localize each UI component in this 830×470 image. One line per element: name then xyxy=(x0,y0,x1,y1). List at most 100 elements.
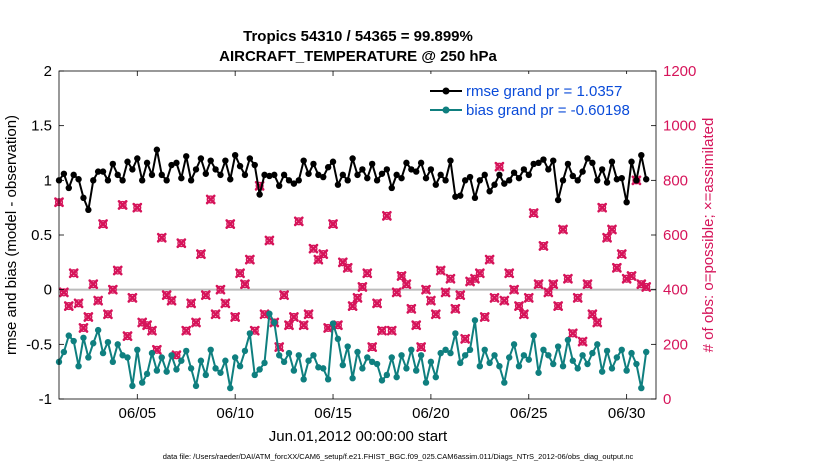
bias-data-point xyxy=(85,354,92,361)
bias-data-point xyxy=(417,352,425,359)
rmse-data-point xyxy=(329,158,337,165)
bias-data-point xyxy=(80,334,87,341)
bias-data-point xyxy=(545,352,552,359)
bias-data-point xyxy=(373,360,381,368)
obs-possible-marker xyxy=(519,310,528,319)
bias-data-point xyxy=(569,357,577,364)
rmse-data-point xyxy=(378,170,386,177)
obs-assimilated-marker xyxy=(563,273,573,284)
rmse-data-point xyxy=(183,153,190,160)
bias-data-point xyxy=(134,346,141,353)
bias-data-point xyxy=(476,363,484,370)
obs-assimilated-marker xyxy=(396,271,407,281)
obs-assimilated-marker xyxy=(303,309,314,320)
bias-data-point xyxy=(124,354,131,361)
bias-data-point xyxy=(236,363,244,370)
obs-possible-marker xyxy=(358,282,367,292)
bias-data-point xyxy=(618,346,625,353)
legend-rmse-marker xyxy=(442,87,450,95)
bias-data-point xyxy=(104,338,112,346)
rmse-data-point xyxy=(90,177,97,184)
bias-data-point xyxy=(168,352,175,359)
obs-possible-marker xyxy=(289,312,298,322)
bias-data-point xyxy=(129,382,136,390)
obs-possible-marker xyxy=(549,280,558,289)
rmse-data-point xyxy=(515,174,523,182)
rmse-data-point xyxy=(608,158,616,165)
bias-data-point xyxy=(510,341,518,348)
rmse-data-point xyxy=(310,160,317,168)
rmse-data-point xyxy=(554,196,562,204)
rmse-data-point xyxy=(217,171,224,179)
obs-possible-marker xyxy=(402,280,411,289)
y-tick-label: 1.5 xyxy=(31,118,52,135)
rmse-data-point xyxy=(550,157,557,164)
obs-possible-marker xyxy=(563,274,573,283)
obs-possible-marker xyxy=(142,321,152,330)
obs-assimilated-marker xyxy=(288,312,299,322)
obs-possible-marker xyxy=(431,310,440,319)
bias-data-point xyxy=(481,346,488,353)
rmse-data-point xyxy=(364,174,371,182)
obs-assimilated-marker xyxy=(621,273,632,284)
obs-assimilated-marker xyxy=(127,292,138,303)
bias-data-point xyxy=(349,375,356,382)
bias-data-point xyxy=(173,366,180,373)
rmse-data-point xyxy=(598,166,606,173)
obs-assimilated-marker xyxy=(440,287,451,298)
obs-assimilated-marker xyxy=(63,301,74,311)
obs-assimilated-marker xyxy=(318,249,329,260)
rmse-data-point xyxy=(413,168,420,175)
bias-data-point xyxy=(158,354,165,361)
obs-possible-marker xyxy=(157,233,166,242)
obs-assimilated-marker xyxy=(504,268,515,279)
bias-data-point xyxy=(75,363,82,370)
rmse-data-point xyxy=(510,169,518,176)
obs-possible-marker xyxy=(319,250,328,259)
rmse-data-point xyxy=(496,171,503,179)
rmse-data-point xyxy=(60,170,68,177)
bias-data-point xyxy=(305,357,312,364)
obs-possible-marker xyxy=(309,244,318,253)
obs-assimilated-marker xyxy=(474,268,485,279)
obs-possible-marker xyxy=(64,301,73,311)
obs-assimilated-marker xyxy=(587,309,598,320)
bias-data-point xyxy=(638,384,645,392)
obs-assimilated-marker xyxy=(166,295,177,306)
obs-assimilated-marker xyxy=(381,210,392,221)
bias-data-point xyxy=(70,337,77,345)
obs-assimilated-marker xyxy=(518,309,529,320)
rmse-data-point xyxy=(158,171,165,179)
bias-data-point xyxy=(559,363,567,370)
obs-possible-marker xyxy=(299,321,308,330)
bias-data-point xyxy=(432,373,439,381)
obs-possible-marker xyxy=(588,310,597,319)
legend-rmse-label: rmse grand pr = 1.0357 xyxy=(466,83,622,100)
obs-possible-marker xyxy=(240,280,250,289)
obs-assimilated-marker xyxy=(191,317,201,328)
bias-data-point xyxy=(60,348,68,356)
bias-data-point xyxy=(505,354,513,361)
obs-possible-marker xyxy=(231,312,240,322)
obs-assimilated-marker xyxy=(465,276,475,287)
y-axis-ticks: -1 -0.5 0 0.5 1 1.5 2 xyxy=(26,63,64,408)
y2-axis-label: # of obs: o=possible; ×=assimilated xyxy=(700,118,717,353)
obs-possible-marker xyxy=(392,288,401,297)
obs-assimilated-marker xyxy=(372,298,382,309)
rmse-data-point xyxy=(603,179,611,186)
rmse-data-point xyxy=(114,171,121,179)
rmse-data-point xyxy=(466,173,474,181)
obs-assimilated-marker xyxy=(367,342,378,352)
bias-data-point xyxy=(324,376,332,383)
obs-possible-marker xyxy=(328,219,338,229)
rmse-data-point xyxy=(349,155,356,162)
obs-assimilated-marker xyxy=(528,208,539,219)
bias-data-point xyxy=(520,352,528,359)
obs-possible-marker xyxy=(69,269,78,278)
rmse-data-point xyxy=(471,194,479,202)
rmse-data-point xyxy=(70,171,77,179)
obs-assimilated-marker xyxy=(509,284,519,295)
y-tick-label: 0 xyxy=(44,282,52,299)
obs-possible-marker xyxy=(612,263,621,272)
